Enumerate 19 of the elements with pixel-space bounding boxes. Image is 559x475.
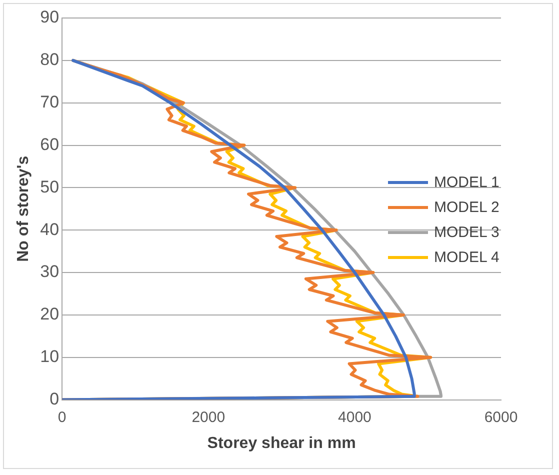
y-tick-label: 30 — [40, 262, 60, 282]
legend-label: MODEL 3 — [434, 224, 500, 241]
y-tick-label: 10 — [40, 347, 60, 366]
y-tick-label: 70 — [40, 92, 60, 112]
y-tick-label: 0 — [50, 389, 60, 408]
y-tick-label: 90 — [40, 8, 60, 27]
y-axis-title: No of storey's — [15, 156, 32, 262]
y-tick-label: 20 — [40, 304, 60, 324]
x-tick-label: 2000 — [192, 408, 226, 426]
y-tick-label: 60 — [40, 134, 60, 154]
x-tick-label: 6000 — [484, 408, 518, 426]
x-tick-label: 4000 — [338, 408, 372, 426]
y-tick-label: 80 — [40, 50, 60, 70]
y-tick-label: 40 — [40, 220, 60, 239]
y-tick-label: 50 — [40, 177, 60, 196]
legend-label: MODEL 2 — [434, 199, 500, 216]
legend-label: MODEL 4 — [434, 249, 500, 266]
x-axis-title: Storey shear in mm — [207, 434, 356, 452]
legend-label: MODEL 1 — [434, 174, 500, 191]
